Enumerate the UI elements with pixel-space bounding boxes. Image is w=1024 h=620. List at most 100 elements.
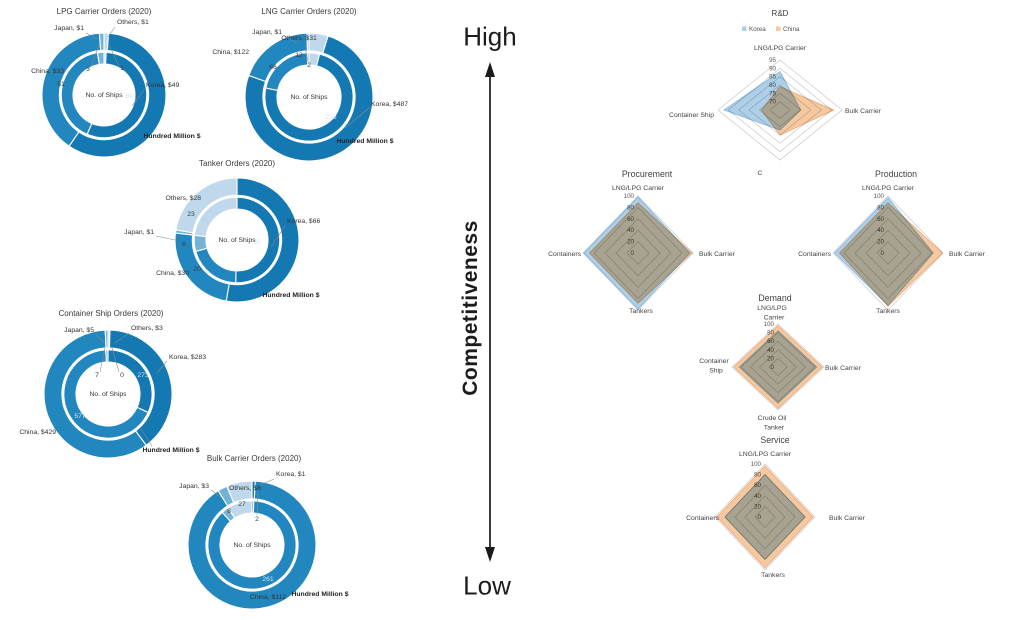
center-label: No. of Ships	[218, 237, 256, 244]
axis-label: Tankers	[629, 308, 653, 315]
donut-chart-lpg: LPG Carrier Orders (2020) Others, $1 1 Kore…	[31, 7, 201, 158]
legend-swatch-korea	[742, 26, 747, 31]
money-label: Others, $31	[281, 35, 317, 42]
center-label: No. of Ships	[89, 391, 127, 398]
chart-title: Tanker Orders (2020)	[199, 159, 275, 168]
axis-label: Tankers	[761, 572, 785, 579]
chart-title: Procurement	[622, 169, 673, 179]
segment-korea	[225, 177, 300, 303]
chart-title: Production	[875, 169, 917, 179]
money-label: Korea, $487	[371, 101, 408, 108]
ship-count: 66	[269, 64, 277, 71]
segment-china	[63, 349, 149, 439]
arrow-head-down	[485, 547, 495, 562]
segment-japan	[104, 329, 109, 349]
tick-label: 100	[764, 321, 775, 328]
tick-label: 100	[751, 461, 762, 468]
tick-label: 95	[769, 57, 776, 64]
series-china	[733, 325, 823, 409]
center-label: No. of Ships	[290, 94, 328, 101]
radar-chart-production: Production100806040200LNG/LPG CarrierBul…	[798, 169, 985, 315]
low-label: Low	[463, 570, 511, 601]
segment-japan	[306, 32, 310, 52]
series-china	[588, 202, 693, 304]
tick-label: 100	[624, 193, 635, 200]
chart-title: Service	[760, 435, 789, 445]
segment-japan	[98, 32, 105, 52]
center-label: No. of Ships	[85, 92, 123, 99]
ship-count: 7	[95, 372, 99, 379]
axis-label: Container Ship	[669, 112, 714, 119]
axis-label: Crude Oil	[758, 415, 787, 422]
leader-line	[131, 89, 145, 107]
leader-line	[85, 32, 98, 40]
ship-count: 12	[295, 52, 303, 59]
axis-label: Bulk Carrier	[829, 515, 866, 522]
money-label: China, $112	[250, 594, 286, 601]
money-label: Japan, $1	[124, 229, 154, 236]
money-label: Korea, $49	[146, 82, 179, 89]
leader-line	[140, 428, 153, 447]
axis-label: LNG/LPG Carrier	[754, 45, 807, 52]
donut-chart-container: Container Ship Orders (2020) Others, $3 0 K…	[19, 309, 206, 459]
tick-label: 100	[874, 193, 885, 200]
ship-count: 51	[57, 81, 65, 88]
competitiveness-label: Competitiveness	[459, 220, 482, 396]
axis-label: Tanker	[764, 425, 785, 432]
center-label: No. of Ships	[233, 542, 271, 549]
money-label: Korea, $1	[276, 471, 306, 478]
ship-count: 23	[187, 211, 195, 218]
leader-line	[270, 225, 286, 248]
money-label: Japan, $5	[64, 327, 94, 334]
ship-count: 261	[262, 576, 274, 583]
unit-label: Hundred Million $	[291, 591, 348, 598]
grid-ring	[832, 195, 944, 311]
ship-count: 2	[255, 516, 259, 523]
axis-label: C	[758, 170, 763, 177]
series-china	[716, 465, 814, 569]
leader-line	[111, 347, 120, 373]
radar-chart-procurement: Procurement100806040200LNG/LPG CarrierBu…	[548, 169, 735, 315]
ship-count: 0	[120, 372, 124, 379]
axis-label: Bulk Carrier	[949, 251, 986, 258]
leader-line	[259, 478, 275, 486]
leader-line	[283, 35, 298, 44]
segment-others	[226, 480, 253, 504]
axis-label: Containers	[798, 251, 831, 258]
money-label: China, $429	[19, 429, 56, 436]
axis-label: Containers	[686, 515, 719, 522]
ship-count: 50	[253, 239, 261, 246]
leader-line	[344, 107, 370, 129]
axis-label: Bulk Carrier	[699, 251, 736, 258]
series-china	[760, 86, 835, 136]
segment-japan	[193, 234, 208, 253]
segment-japan	[105, 349, 109, 363]
high-label: High	[463, 21, 517, 52]
segment-korea	[68, 32, 167, 158]
money-label: Korea, $283	[169, 354, 206, 361]
money-label: Others, $3	[131, 325, 163, 332]
segment-others	[193, 196, 238, 238]
segment-japan	[96, 51, 105, 65]
money-label: Others, $8	[229, 485, 261, 492]
money-label: China, $30	[156, 270, 189, 277]
leader-line	[114, 332, 130, 344]
leader-line	[108, 44, 120, 67]
ship-count: 69	[125, 93, 133, 100]
leader-line	[99, 347, 106, 373]
segment-japan	[306, 52, 310, 66]
segment-others	[227, 500, 253, 519]
unit-label: Hundred Million $	[143, 133, 200, 140]
legend-label: Korea	[749, 26, 766, 33]
chart-title: Bulk Carrier Orders (2020)	[207, 454, 302, 463]
segment-china	[207, 500, 297, 590]
axis-label: LNG/LPG	[757, 305, 786, 312]
ship-count: 3	[86, 66, 90, 73]
segment-korea	[244, 35, 374, 162]
ship-count: 577	[74, 413, 86, 420]
donut-chart-lng: LNG Carrier Orders (2020) Others, $31 12 Ko…	[212, 7, 408, 162]
ship-count: 8	[227, 508, 231, 515]
unit-label: Hundred Million $	[336, 138, 393, 145]
segment-others	[175, 177, 238, 234]
